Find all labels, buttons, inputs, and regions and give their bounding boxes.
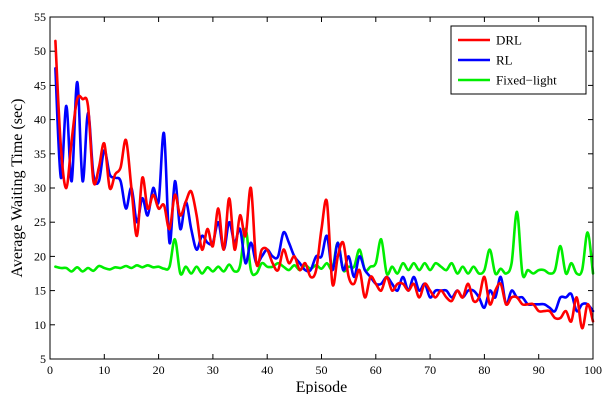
x-tick-label: 50: [316, 363, 328, 377]
x-tick-label: 60: [370, 363, 382, 377]
y-axis-label: Average Waiting Time (sec): [9, 99, 26, 278]
x-tick-label: 100: [584, 363, 602, 377]
x-tick-label: 80: [478, 363, 490, 377]
y-tick-label: 50: [34, 44, 46, 58]
y-tick-label: 30: [34, 181, 46, 195]
y-tick-label: 5: [40, 352, 46, 366]
y-axis: 5 10 15 20 25 30 35 40 45 50 55: [34, 10, 593, 366]
y-tick-label: 55: [34, 10, 46, 24]
plot-lines: [54, 39, 595, 330]
series-line-drl: [54, 39, 595, 330]
y-tick-label: 25: [34, 215, 46, 229]
series-line-rl: [54, 67, 595, 313]
legend-label: DRL: [496, 33, 522, 48]
legend-label: RL: [496, 53, 513, 68]
x-axis: 0 10 20 30 40 50 60 70 80 90 100: [47, 17, 602, 377]
y-tick-label: 35: [34, 147, 46, 161]
x-tick-label: 10: [98, 363, 110, 377]
legend: DRL RL Fixed−light: [450, 25, 587, 95]
x-tick-label: 20: [153, 363, 165, 377]
y-tick-label: 45: [34, 78, 46, 92]
y-tick-label: 20: [34, 249, 46, 263]
x-tick-label: 30: [207, 363, 219, 377]
x-tick-label: 40: [261, 363, 273, 377]
y-tick-label: 40: [34, 113, 46, 127]
legend-label: Fixed−light: [496, 73, 557, 88]
y-tick-label: 10: [34, 318, 46, 332]
x-tick-label: 70: [424, 363, 436, 377]
x-axis-label: Episode: [296, 379, 348, 394]
y-tick-label: 15: [34, 284, 46, 298]
series-line-fixed-light: [54, 210, 595, 279]
x-tick-label: 90: [533, 363, 545, 377]
x-tick-label: 0: [47, 363, 53, 377]
